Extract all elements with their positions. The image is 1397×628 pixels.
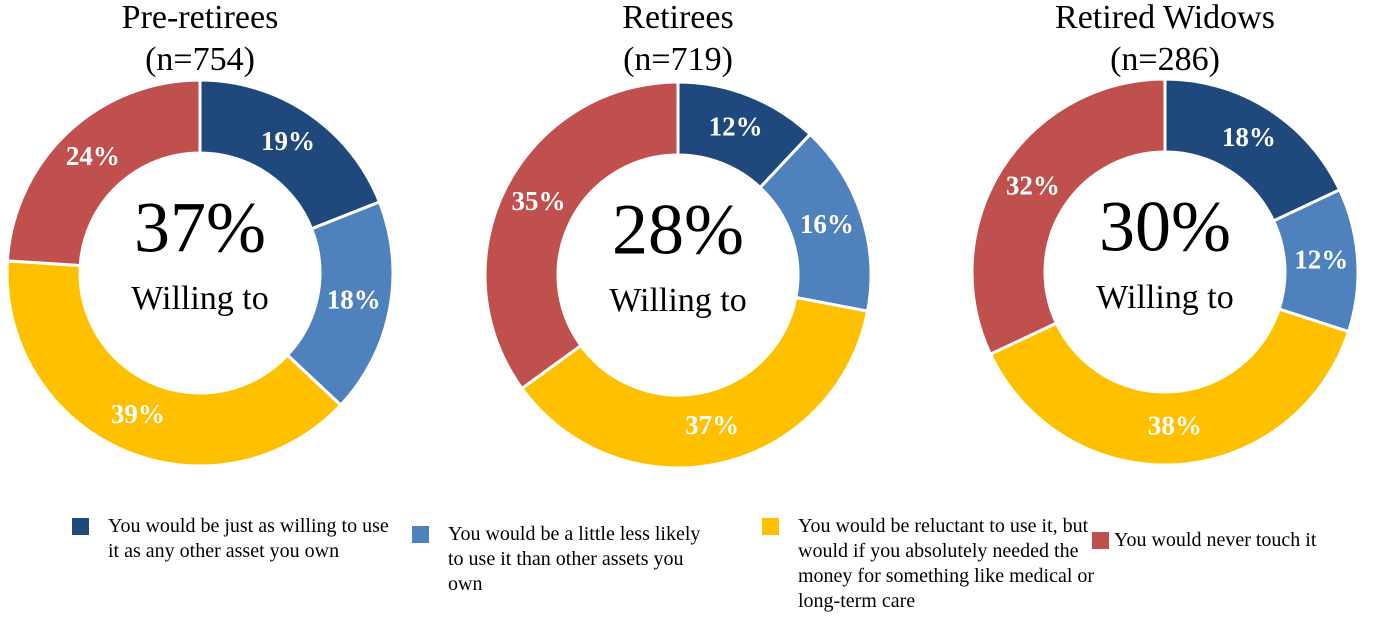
legend-swatch xyxy=(1092,532,1109,549)
data-label: 39% xyxy=(111,399,165,429)
data-label: 32% xyxy=(1006,170,1060,200)
legend-swatch xyxy=(412,526,429,543)
data-label: 35% xyxy=(512,186,566,216)
data-label: 18% xyxy=(327,285,381,315)
donut-slice xyxy=(483,80,680,391)
data-label: 16% xyxy=(800,209,854,239)
legend-label: You would never touch it xyxy=(1114,529,1317,551)
donut-slice xyxy=(988,307,1351,467)
data-label: 12% xyxy=(1294,244,1348,274)
donut-slice xyxy=(5,259,343,468)
center-text: Willing to xyxy=(609,282,746,319)
center-value: 30% xyxy=(1099,187,1231,267)
chart-title: Retired Widows xyxy=(1055,0,1275,36)
chart-subtitle: (n=719) xyxy=(623,41,733,78)
center-value: 28% xyxy=(612,190,744,270)
center-text: Willing to xyxy=(131,280,268,317)
donut-slice xyxy=(5,78,202,268)
data-label: 24% xyxy=(66,141,120,171)
legend-swatch xyxy=(72,518,89,535)
chart-title: Pre-retirees xyxy=(122,0,279,36)
data-label: 12% xyxy=(709,112,763,142)
chart-subtitle: (n=754) xyxy=(145,41,255,78)
data-label: 18% xyxy=(1222,122,1276,152)
data-label: 37% xyxy=(685,410,739,440)
donut-slice xyxy=(970,77,1167,357)
center-text: Willing to xyxy=(1096,279,1233,316)
center-value: 37% xyxy=(134,188,266,268)
legend-label: You would be reluctant to use it, but wo… xyxy=(798,515,1095,612)
legend-swatch xyxy=(762,518,779,535)
legend-label: You would be just as willing to use it a… xyxy=(108,515,389,562)
donut-slice xyxy=(519,295,870,470)
data-label: 19% xyxy=(261,126,315,156)
chart-subtitle: (n=286) xyxy=(1110,41,1220,78)
chart-title: Retirees xyxy=(622,0,733,36)
legend-label: You would be a little less likely to use… xyxy=(448,523,701,595)
data-label: 38% xyxy=(1148,410,1202,440)
